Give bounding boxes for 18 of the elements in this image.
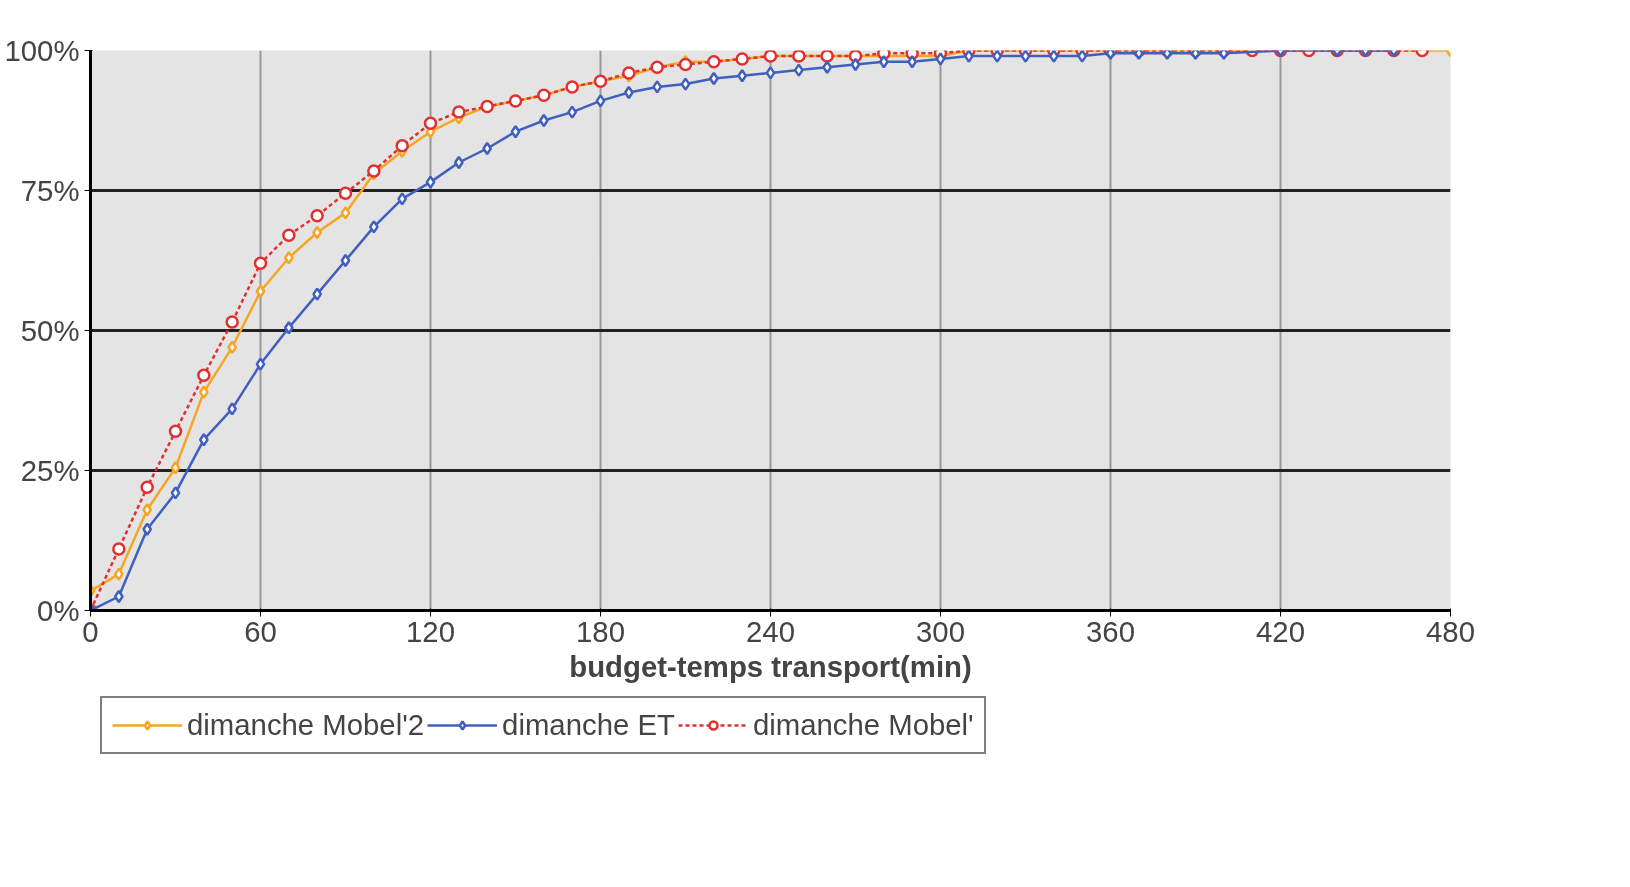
y-tick-label: 50% (20, 314, 80, 347)
x-axis-title: budget-temps transport(min) (569, 649, 972, 683)
y-tick-label: 0% (37, 594, 80, 627)
x-tick-label: 300 (916, 614, 965, 648)
legend-label: dimanche ET (502, 708, 675, 742)
x-tick-label: 360 (1086, 614, 1135, 648)
y-tick-label: 100% (4, 34, 80, 67)
x-tick-label: 0 (82, 614, 99, 648)
x-tick-label: 480 (1426, 614, 1475, 648)
y-tick-label: 75% (20, 174, 80, 207)
x-tick-label: 180 (576, 614, 625, 648)
y-tick-label: 25% (20, 454, 80, 487)
x-tick-label: 420 (1256, 614, 1305, 648)
legend-label: dimanche Mobel' (752, 708, 974, 742)
legend-label: dimanche Mobel'2 (187, 708, 425, 742)
x-tick-label: 120 (406, 614, 455, 648)
x-tick-label: 60 (244, 614, 277, 648)
x-tick-label: 240 (746, 614, 795, 648)
